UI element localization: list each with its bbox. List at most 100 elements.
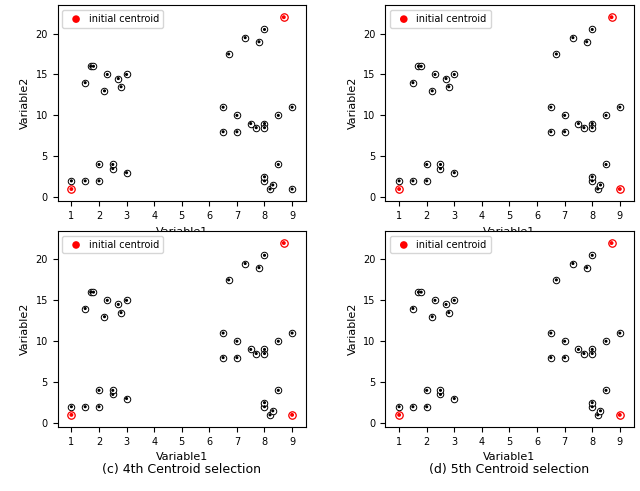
Point [122,297,132,304]
Point [614,411,625,419]
Point [218,329,228,337]
Point [587,173,597,181]
Point [546,354,556,361]
Point [287,103,297,111]
Point [416,288,426,296]
Point [88,62,99,70]
Point [427,87,437,95]
X-axis label: Variable1: Variable1 [156,226,208,237]
Point [94,386,104,394]
Point [430,71,440,79]
Point [287,329,297,337]
Point [265,185,275,193]
Point [80,403,90,410]
Point [223,50,234,58]
Point [278,13,289,21]
Point [122,297,132,304]
Point [99,87,109,95]
Point [265,185,275,193]
Point [86,62,96,70]
Point [259,251,269,259]
Point [394,177,404,185]
Point [449,169,460,177]
Point [394,177,404,185]
Point [94,403,104,410]
Point [259,173,269,181]
Point [559,337,570,345]
Point [601,111,611,119]
Point [587,399,597,407]
Point [278,239,289,247]
Point [614,185,625,193]
Point [80,177,90,185]
Point [122,71,132,79]
Point [546,128,556,136]
Point [435,390,445,398]
Point [246,346,256,354]
Point [408,403,418,410]
Point [427,313,437,321]
Point [218,128,228,136]
Y-axis label: Variable2: Variable2 [20,303,30,355]
Point [259,251,269,259]
Point [614,411,625,419]
Text: (a) 2nd Centroid selection: (a) 2nd Centroid selection [100,237,263,249]
Point [422,386,432,394]
Point [287,411,297,419]
Point [273,161,284,168]
Point [582,264,592,272]
Point [108,164,118,172]
Point [587,120,597,128]
Point [449,71,460,79]
Point [587,177,597,185]
Point [435,386,445,394]
Point [559,128,570,136]
Point [94,161,104,168]
Point [408,79,418,86]
Point [394,185,404,193]
Point [287,329,297,337]
Point [435,164,445,172]
Point [94,403,104,410]
Point [67,411,77,419]
Point [278,13,289,21]
Point [232,354,242,361]
Point [551,276,561,284]
Legend: initial centroid: initial centroid [390,10,491,27]
Point [273,337,284,345]
Point [582,38,592,46]
Point [273,337,284,345]
Point [99,313,109,321]
Point [587,124,597,132]
Point [223,50,234,58]
Point [102,297,113,304]
Point [251,124,261,132]
Point [601,386,611,394]
Point [232,337,242,345]
Point [251,350,261,357]
Point [559,354,570,361]
Point [449,395,460,403]
Point [416,62,426,70]
Point [394,185,404,193]
Point [551,50,561,58]
Point [108,386,118,394]
Point [102,71,113,79]
Point [546,103,556,111]
Point [413,62,424,70]
Point [86,62,96,70]
Point [582,264,592,272]
Point [232,111,242,119]
Point [593,411,603,419]
Point [427,87,437,95]
Point [422,403,432,410]
Point [218,354,228,361]
Point [102,297,113,304]
Point [94,177,104,185]
Point [607,239,617,247]
Point [259,177,269,185]
Point [593,185,603,193]
Point [587,346,597,354]
Point [67,411,77,419]
Point [86,288,96,296]
